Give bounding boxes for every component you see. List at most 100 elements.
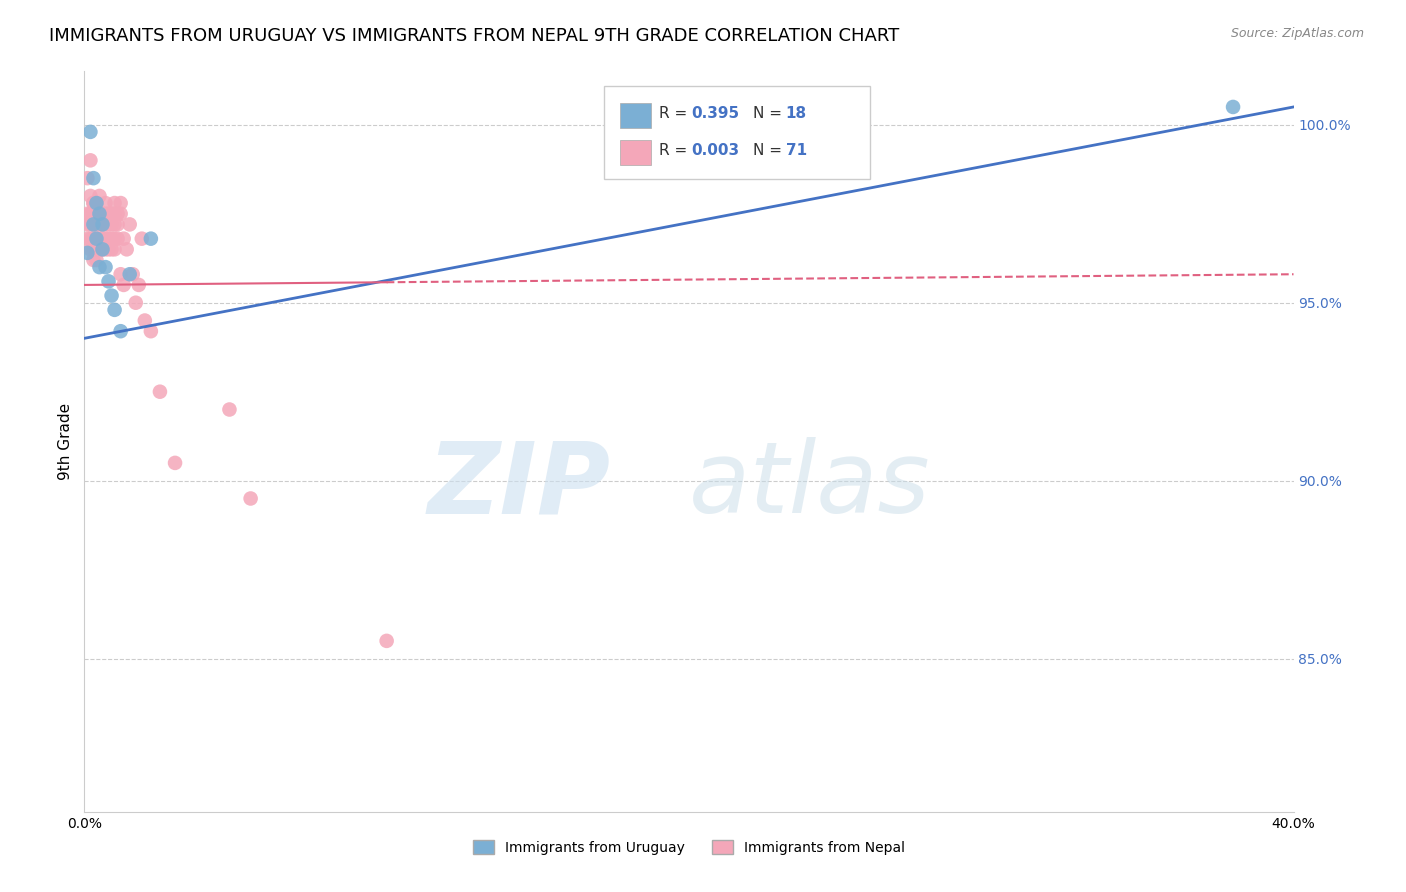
Point [139, 232, 162, 246]
Point [107, 207, 129, 221]
Point [79, 243, 101, 257]
Point [134, 313, 156, 327]
Point [79, 189, 101, 203]
Point [104, 218, 127, 232]
Point [118, 218, 141, 232]
Text: ZIP: ZIP [427, 437, 610, 534]
Point [115, 243, 138, 257]
Point [82, 196, 104, 211]
Point [89, 207, 111, 221]
Point [97, 232, 120, 246]
Point [79, 153, 101, 168]
Point [79, 125, 101, 139]
Point [91, 243, 114, 257]
Point [110, 324, 132, 338]
Point [91, 218, 114, 232]
Point [100, 207, 122, 221]
Point [112, 277, 135, 292]
Point [82, 232, 104, 246]
Point [82, 218, 104, 232]
FancyBboxPatch shape [605, 87, 870, 178]
Text: 0.395: 0.395 [692, 106, 740, 121]
FancyBboxPatch shape [620, 140, 651, 165]
Point [1222, 100, 1244, 114]
Point [89, 243, 111, 257]
Point [110, 267, 132, 281]
Point [104, 196, 127, 211]
Point [86, 196, 108, 211]
Text: 0.003: 0.003 [692, 143, 740, 158]
Point [82, 252, 104, 267]
Point [112, 232, 135, 246]
Point [110, 207, 132, 221]
Point [86, 252, 108, 267]
FancyBboxPatch shape [620, 103, 651, 128]
Point [128, 277, 150, 292]
Point [97, 218, 120, 232]
Point [97, 207, 120, 221]
Point [149, 384, 172, 399]
Text: 18: 18 [786, 106, 807, 121]
Text: Source: ZipAtlas.com: Source: ZipAtlas.com [1230, 27, 1364, 40]
Point [165, 456, 187, 470]
Point [76, 246, 98, 260]
Point [82, 243, 104, 257]
Point [89, 189, 111, 203]
Point [94, 260, 117, 274]
Text: atlas: atlas [689, 437, 931, 534]
Point [107, 218, 129, 232]
Point [94, 232, 117, 246]
Point [239, 491, 262, 506]
Point [76, 232, 98, 246]
Point [121, 267, 143, 281]
Point [86, 232, 108, 246]
Text: N =: N = [754, 143, 787, 158]
Point [79, 218, 101, 232]
Point [118, 267, 141, 281]
Point [91, 207, 114, 221]
Point [86, 218, 108, 232]
Text: N =: N = [754, 106, 787, 121]
Point [86, 232, 108, 246]
Point [125, 295, 148, 310]
Y-axis label: 9th Grade: 9th Grade [58, 403, 73, 480]
Point [97, 274, 120, 288]
Point [86, 196, 108, 211]
Point [104, 243, 127, 257]
Point [76, 171, 98, 186]
Point [100, 218, 122, 232]
Point [139, 324, 162, 338]
Text: R =: R = [659, 106, 692, 121]
Point [97, 243, 120, 257]
Legend: Immigrants from Uruguay, Immigrants from Nepal: Immigrants from Uruguay, Immigrants from… [467, 834, 911, 860]
Point [82, 171, 104, 186]
Point [107, 232, 129, 246]
Point [104, 232, 127, 246]
Point [89, 232, 111, 246]
Point [104, 207, 127, 221]
Point [76, 207, 98, 221]
Point [89, 218, 111, 232]
Point [91, 243, 114, 257]
Point [375, 633, 398, 648]
Text: IMMIGRANTS FROM URUGUAY VS IMMIGRANTS FROM NEPAL 9TH GRADE CORRELATION CHART: IMMIGRANTS FROM URUGUAY VS IMMIGRANTS FR… [49, 27, 900, 45]
Point [89, 207, 111, 221]
Point [76, 218, 98, 232]
Point [94, 196, 117, 211]
Point [86, 243, 108, 257]
Point [218, 402, 240, 417]
Point [110, 196, 132, 211]
Point [89, 260, 111, 274]
Point [82, 218, 104, 232]
Point [86, 207, 108, 221]
Point [91, 218, 114, 232]
Point [131, 232, 153, 246]
Point [79, 207, 101, 221]
Point [94, 243, 117, 257]
Point [100, 243, 122, 257]
Point [100, 232, 122, 246]
Point [91, 232, 114, 246]
Point [94, 218, 117, 232]
Point [82, 207, 104, 221]
Text: R =: R = [659, 143, 692, 158]
